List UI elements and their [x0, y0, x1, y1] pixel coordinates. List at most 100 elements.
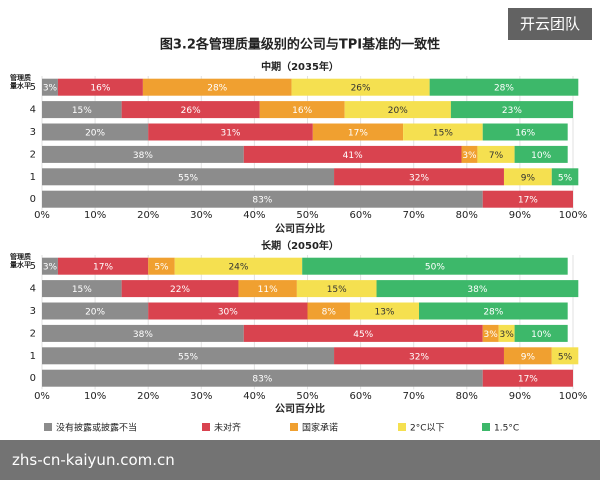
y-tick-label: 1: [30, 351, 36, 362]
legend-label: 2°C以下: [410, 424, 445, 434]
data-label: 23%: [502, 106, 522, 116]
data-label: 3%: [484, 330, 499, 340]
bar-segment: [503, 347, 552, 365]
data-label: 38%: [133, 151, 153, 161]
data-label: 28%: [494, 84, 514, 94]
bar-segment: [551, 168, 579, 186]
legend-label: 没有披露或披露不当: [56, 422, 137, 434]
bar-segment: [42, 324, 244, 342]
x-tick-label: 60%: [349, 210, 371, 221]
bar-segment: [148, 257, 175, 275]
data-label: 38%: [133, 330, 153, 340]
data-label: 15%: [433, 129, 453, 139]
data-label: 9%: [521, 173, 536, 183]
y-tick-label: 3: [30, 306, 36, 317]
y-tick-label: 2: [30, 149, 36, 160]
chart-subtitle: 中期（2035年）: [261, 60, 339, 73]
data-label: 32%: [409, 352, 429, 362]
bar-segment: [419, 302, 568, 320]
y-tick-label: 1: [30, 172, 36, 183]
data-label: 3%: [462, 151, 477, 161]
data-label: 38%: [467, 285, 487, 295]
bar-segment: [307, 302, 350, 320]
data-label: 22%: [170, 285, 190, 295]
data-label: 15%: [72, 106, 92, 116]
data-label: 17%: [518, 196, 538, 206]
data-label: 10%: [531, 330, 551, 340]
y-tick-label: 2: [30, 328, 36, 339]
bar-segment: [514, 145, 568, 163]
bar-segment: [42, 302, 149, 320]
legend-label: 1.5°C: [494, 424, 519, 434]
data-label: 5%: [558, 352, 573, 362]
bar-segment: [482, 123, 568, 141]
bar-segment: [42, 168, 335, 186]
legend-swatch: [482, 423, 490, 431]
data-label: 55%: [178, 352, 198, 362]
y-tick-label: 4: [30, 284, 36, 295]
x-tick-label: 70%: [403, 210, 425, 221]
bar-segment: [291, 78, 430, 96]
bar-segment: [142, 78, 292, 96]
data-label: 28%: [207, 84, 227, 94]
data-label: 41%: [343, 151, 363, 161]
bar-segment: [238, 280, 297, 298]
bar-segment: [302, 257, 568, 275]
legend-swatch: [398, 423, 406, 431]
legend-swatch: [290, 423, 298, 431]
x-tick-label: 10%: [84, 210, 106, 221]
bar-segment: [57, 257, 149, 275]
bar-segment: [503, 168, 552, 186]
data-label: 3%: [43, 84, 58, 94]
x-tick-label: 30%: [190, 391, 212, 402]
y-axis-label: 管理质量水平: [10, 253, 31, 269]
x-tick-label: 90%: [509, 210, 531, 221]
y-tick-label: 3: [30, 127, 36, 138]
bar-segment: [243, 145, 462, 163]
bar-segment: [42, 101, 122, 119]
bar-segment: [174, 257, 303, 275]
x-tick-label: 80%: [456, 391, 478, 402]
data-label: 20%: [85, 308, 105, 318]
data-label: 83%: [252, 375, 272, 385]
x-tick-label: 90%: [509, 391, 531, 402]
y-tick-label: 4: [30, 105, 36, 116]
legend-swatch: [44, 423, 52, 431]
bar-segment: [121, 280, 239, 298]
data-label: 7%: [489, 151, 504, 161]
y-tick-label: 5: [30, 82, 36, 93]
data-label: 17%: [518, 375, 538, 385]
bar-segment: [344, 101, 451, 119]
y-tick-label: 0: [30, 373, 36, 384]
bar-segment: [42, 347, 335, 365]
data-label: 17%: [93, 263, 113, 273]
y-axis-label: 管理质量水平: [10, 74, 31, 90]
bar-segment: [461, 145, 478, 163]
bar-segment: [42, 190, 483, 208]
bar-segment: [349, 302, 420, 320]
bar-segment: [42, 369, 483, 387]
data-label: 30%: [218, 308, 238, 318]
data-label: 17%: [348, 129, 368, 139]
data-label: 26%: [181, 106, 201, 116]
data-label: 28%: [483, 308, 503, 318]
x-tick-label: 10%: [84, 391, 106, 402]
bar-segment: [498, 324, 515, 342]
x-tick-label: 50%: [296, 210, 318, 221]
bar-segment: [42, 257, 58, 275]
y-tick-label: 5: [30, 261, 36, 272]
watermark-url: zhs-cn-kaiyun.com.cn: [0, 440, 600, 480]
bar-segment: [42, 123, 149, 141]
legend-label: 国家承诺: [302, 422, 338, 434]
x-axis-label: 公司百分比: [275, 222, 325, 235]
bar-segment: [148, 123, 313, 141]
data-label: 9%: [521, 352, 536, 362]
bar-segment: [121, 101, 260, 119]
data-label: 16%: [90, 84, 110, 94]
bar-segment: [243, 324, 483, 342]
bar-segment: [482, 190, 573, 208]
bar-segment: [514, 324, 568, 342]
bar-segment: [376, 280, 579, 298]
data-label: 45%: [353, 330, 373, 340]
